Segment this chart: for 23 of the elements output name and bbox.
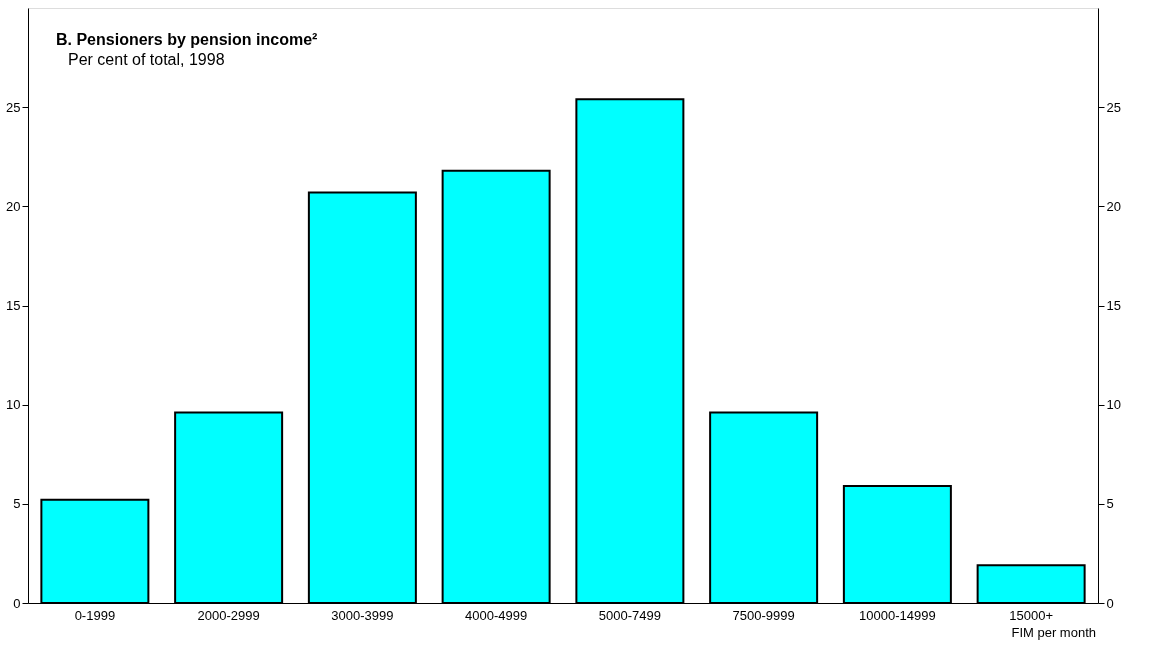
y-tick-label: 25	[6, 99, 21, 115]
x-tick-label: 15000+	[1009, 607, 1053, 623]
y2-tick-label: 25	[1106, 99, 1121, 115]
text: FIM per month	[1011, 625, 1096, 640]
y-tick-label: 0	[13, 595, 21, 611]
x-tick-label: 4000-4999	[465, 607, 528, 623]
x-tick-label: 3000-3999	[331, 607, 394, 623]
y2-tick-label: 15	[1106, 298, 1121, 313]
x-tick-label: 2000-2999	[197, 607, 260, 623]
y-tick-label: 5	[13, 496, 21, 512]
y-tick-label: 20	[6, 198, 21, 214]
y-tick-label: 10	[6, 397, 21, 413]
y2-tick-label: 20	[1106, 198, 1121, 214]
x-tick-label: 0-1999	[74, 607, 116, 623]
text: Per cent of total, 1998	[68, 51, 225, 68]
y2-tick-label: 5	[1106, 496, 1114, 512]
y2-tick-label: 0	[1106, 595, 1114, 611]
x-tick-label: 5000-7499	[598, 607, 661, 623]
x-tick-label: 7500-9999	[732, 607, 795, 623]
text: B. Pensioners by pension income²	[56, 31, 318, 48]
y-tick-label: 15	[6, 298, 21, 313]
y2-tick-label: 10	[1106, 397, 1121, 413]
x-tick-label: 10000-14999	[859, 607, 936, 623]
